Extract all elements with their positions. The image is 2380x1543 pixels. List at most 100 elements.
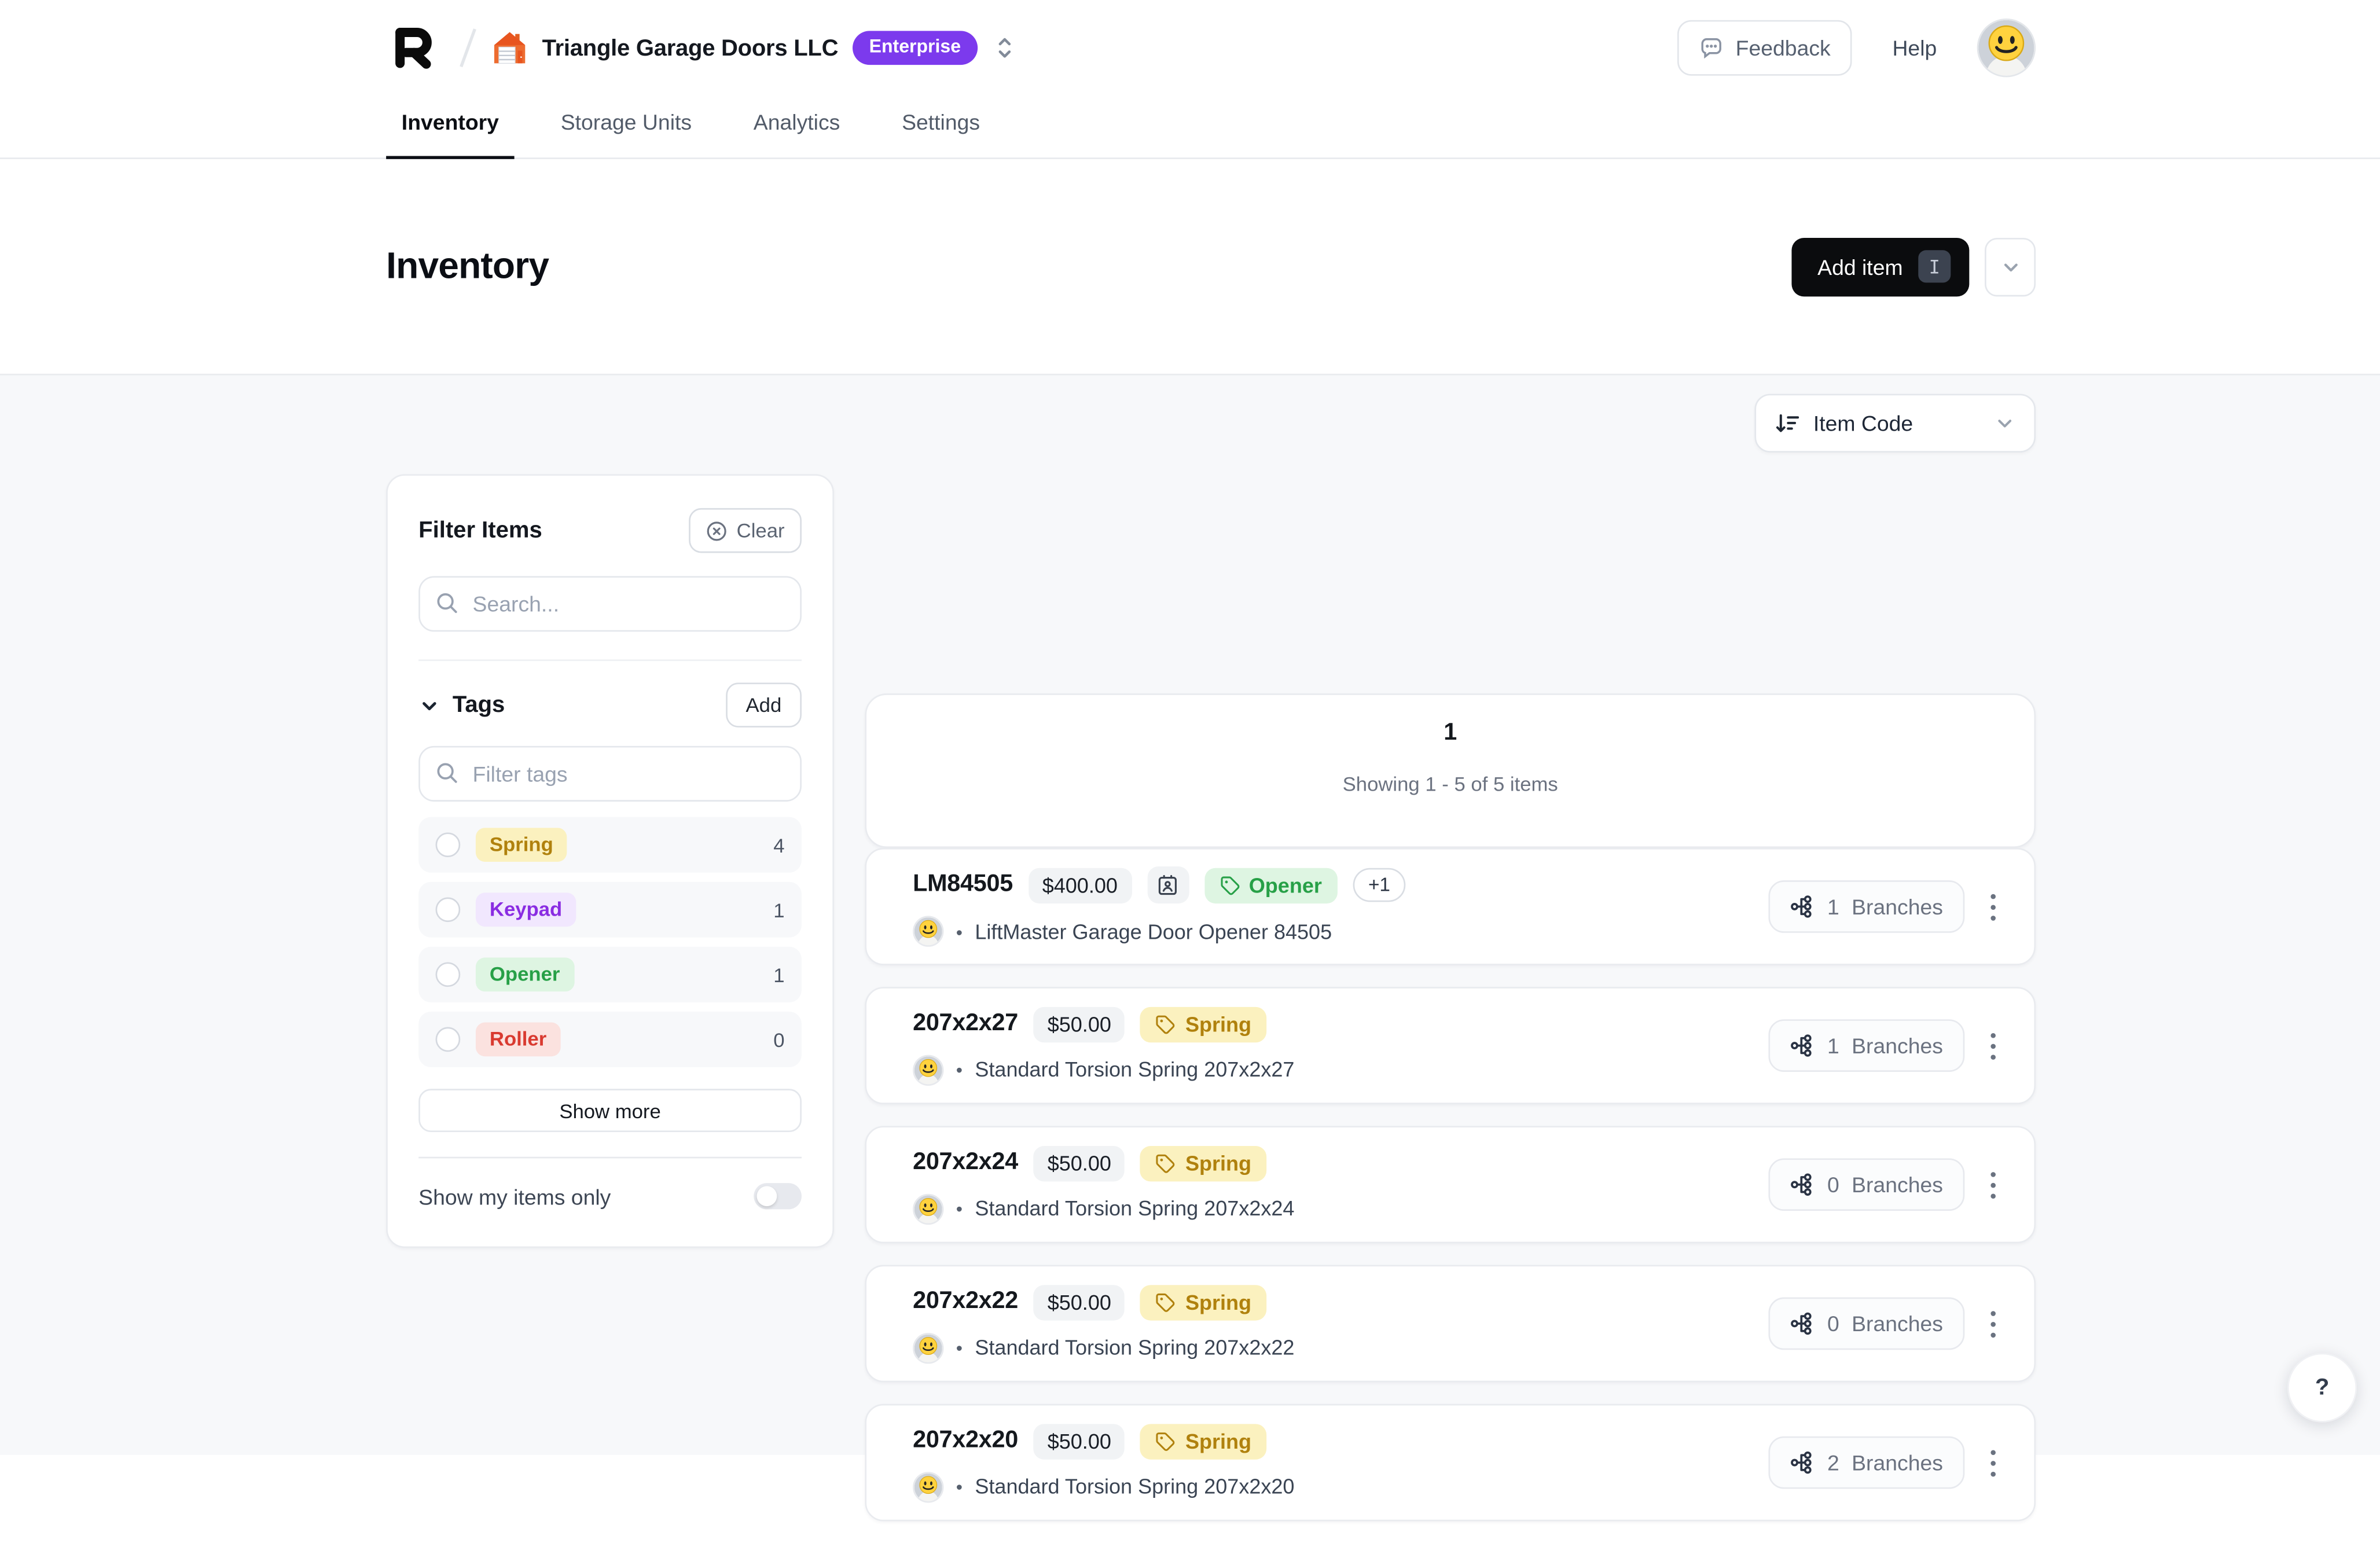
item-tag-label: Spring [1185,1151,1252,1175]
show-my-items-toggle[interactable] [754,1183,802,1210]
item-tag-label: Spring [1185,1290,1252,1314]
item-tag-pill: Opener [1204,867,1338,903]
smiley-avatar-icon [914,1195,942,1222]
nav-tab-label: Inventory [401,109,499,135]
nav-tab[interactable]: Inventory [386,95,515,159]
toggle-knob [756,1186,777,1207]
tag-icon [1156,1153,1176,1173]
add-item-button[interactable]: Add item I [1791,237,1970,296]
page-header: Inventory Add item I [386,159,2036,374]
item-tag-pill: Spring [1140,1284,1267,1320]
branches-button[interactable]: 0 Branches [1768,1297,1965,1350]
id-badge-icon [1159,875,1177,895]
nav-tab[interactable]: Storage Units [545,95,707,157]
inventory-item-row[interactable]: 207x2x20 $50.00 Spring [865,1404,2036,1522]
search-icon [436,762,459,792]
filter-panel: Filter Items Clear [386,474,834,1248]
tag-icon [1156,1292,1176,1311]
help-link[interactable]: Help [1892,35,1937,61]
kebab-menu-icon [1990,1449,1996,1476]
item-tag-label: Opener [1248,873,1322,897]
inventory-item-row[interactable]: LM84505 $400.00 [865,848,2036,965]
logo-r-icon [395,28,432,69]
breadcrumb-slash [460,28,476,68]
help-fab[interactable]: ? [2287,1353,2357,1423]
item-menu-button[interactable] [1986,1442,2000,1483]
branches-count: 0 [1827,1172,1839,1197]
filter-search-input[interactable] [418,576,802,632]
add-item-dropdown-button[interactable] [1985,237,2036,296]
tag-radio[interactable] [435,832,461,858]
show-more-button[interactable]: Show more [418,1089,802,1133]
item-menu-button[interactable] [1986,1303,2000,1344]
item-main: 207x2x27 $50.00 Spring [913,1006,1294,1085]
item-menu-button[interactable] [1986,1164,2000,1206]
tag-radio[interactable] [435,962,461,987]
branches-label: Branches [1852,1450,1943,1475]
kebab-menu-icon [1990,1310,1996,1337]
tag-filter-row[interactable]: Keypad 1 [418,881,802,938]
inventory-item-row[interactable]: 207x2x22 $50.00 Spring [865,1265,2036,1383]
filter-title: Filter Items [418,517,542,544]
item-description: Standard Torsion Spring 207x2x22 [956,1336,1294,1359]
branches-button[interactable]: 2 Branches [1768,1436,1965,1489]
item-owner-avatar [913,1054,944,1085]
item-tag-label: Spring [1185,1012,1252,1036]
item-owner-avatar [913,916,944,947]
page-number[interactable]: 1 [1444,720,1457,748]
clear-filters-button[interactable]: Clear [688,508,802,553]
extra-tags-badge: +1 [1353,868,1406,902]
branches-button[interactable]: 0 Branches [1768,1158,1965,1211]
tag-pill: Keypad [475,892,576,927]
chevron-down-icon [2003,263,2017,271]
collapse-chevron-icon[interactable] [418,694,440,715]
add-tag-button[interactable]: Add [725,682,802,728]
tag-radio[interactable] [435,1027,461,1052]
nav-tab[interactable]: Analytics [738,95,855,157]
item-menu-button[interactable] [1986,1025,2000,1067]
item-owner-avatar [913,1332,944,1363]
item-description: Standard Torsion Spring 207x2x20 [956,1475,1294,1498]
item-owner-avatar [913,1471,944,1502]
clear-label: Clear [736,519,785,542]
inventory-item-row[interactable]: 207x2x24 $50.00 Spring [865,1126,2036,1244]
nav-tab[interactable]: Settings [886,95,995,157]
branches-button[interactable]: 1 Branches [1768,1019,1965,1072]
item-code: 207x2x24 [913,1149,1019,1175]
kebab-menu-icon [1990,1171,1996,1198]
contact-badge [1147,866,1189,904]
item-price-badge: $400.00 [1028,867,1132,903]
item-main: 207x2x20 $50.00 Spring [913,1423,1294,1502]
tag-filter-row[interactable]: Spring 4 [418,817,802,873]
smiley-avatar-icon [914,917,942,945]
shortcut-key-badge: I [1918,250,1951,283]
branches-icon [1791,1312,1812,1335]
tag-radio[interactable] [435,897,461,923]
sort-select[interactable]: Item Code [1754,394,2036,453]
org-switcher[interactable]: Triangle Garage Doors LLC Enterprise [491,30,1015,67]
branches-icon [1791,1173,1812,1196]
item-description: Standard Torsion Spring 207x2x27 [956,1058,1294,1081]
item-description: Standard Torsion Spring 207x2x24 [956,1197,1294,1220]
app-logo[interactable] [386,20,442,76]
tag-filter-row[interactable]: Roller 0 [418,1011,802,1067]
item-main: 207x2x22 $50.00 Spring [913,1284,1294,1363]
branches-count: 0 [1827,1311,1839,1336]
smiley-avatar-icon [914,1333,942,1361]
feedback-bubble-icon [1700,38,1721,59]
branches-button[interactable]: 1 Branches [1768,880,1965,933]
item-price-badge: $50.00 [1033,1284,1125,1320]
inventory-item-row[interactable]: 207x2x27 $50.00 Spring [865,987,2036,1104]
tag-filter-row[interactable]: Opener 1 [418,946,802,1002]
tag-icon [1156,1015,1176,1034]
branches-icon [1791,1034,1812,1057]
item-code: 207x2x27 [913,1010,1019,1037]
app-root: Triangle Garage Doors LLC Enterprise [0,0,2380,1452]
tag-list: Spring 4 Keypad 1 [418,817,802,1067]
tag-filter-input[interactable] [418,745,802,802]
branches-label: Branches [1852,1311,1943,1336]
feedback-button[interactable]: Feedback [1677,20,1853,76]
item-menu-button[interactable] [1986,886,2000,927]
app-header: Triangle Garage Doors LLC Enterprise [0,0,2380,159]
user-avatar[interactable] [1977,19,2036,78]
